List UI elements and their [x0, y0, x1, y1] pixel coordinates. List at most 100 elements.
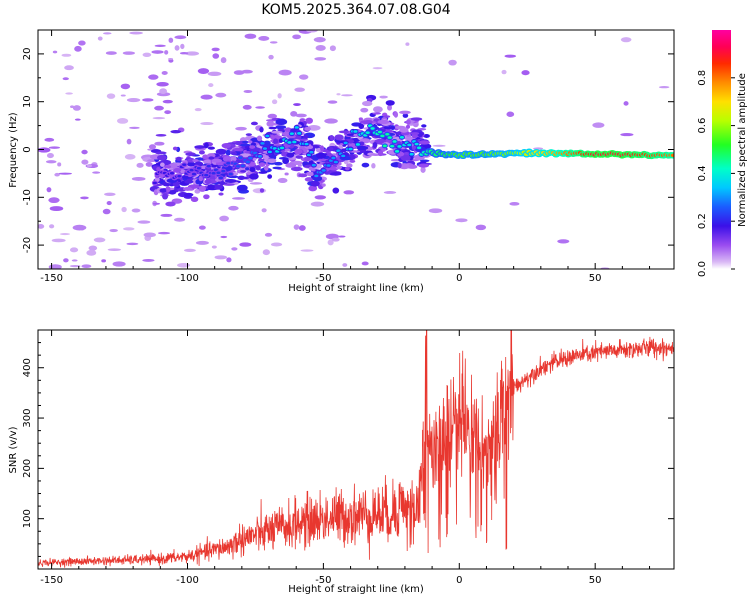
noise-blob: [232, 197, 245, 200]
noise-blob: [342, 263, 348, 267]
noise-blob: [179, 52, 189, 55]
noise-blob: [270, 242, 283, 247]
ridge-band-blob: [295, 155, 303, 159]
ridge-core: [204, 173, 209, 177]
ridge-band-blob: [402, 113, 409, 118]
noise-blob: [120, 83, 131, 90]
noise-blob: [88, 245, 98, 251]
noise-blob: [124, 154, 136, 160]
ridge-band-blob: [417, 163, 430, 168]
noise-blob: [101, 259, 107, 263]
noise-blob: [264, 232, 273, 237]
noise-blob: [126, 97, 141, 103]
ridge-band-blob: [308, 166, 314, 171]
noise-blob: [123, 227, 135, 231]
ridge-band-blob: [222, 156, 232, 162]
ridge-band-blob: [207, 146, 215, 150]
ridge-band-blob: [328, 146, 334, 151]
ridge-core: [216, 171, 221, 175]
noise-blob: [277, 93, 282, 99]
snr-x-tick-label: -100: [176, 575, 199, 586]
ridge-core: [365, 131, 370, 134]
colorbar-tick-label: 0.8: [697, 70, 708, 86]
noise-blob: [160, 213, 173, 217]
noise-blob: [152, 117, 166, 120]
noise-blob: [142, 98, 154, 102]
heatmap-y-tick-label: -10: [22, 189, 33, 205]
noise-blob: [180, 43, 185, 50]
ridge-core: [152, 181, 157, 185]
colorbar-tick-label: 0.0: [697, 261, 708, 277]
ridge-band-blob: [272, 166, 282, 170]
noise-blob: [142, 258, 155, 262]
ridge-core: [355, 143, 361, 146]
ridge-band-blob: [162, 193, 169, 200]
noise-blob: [122, 51, 135, 55]
ridge-band-blob: [338, 130, 350, 134]
ridge-band-blob: [157, 154, 167, 161]
ridge-band-blob: [277, 128, 286, 132]
ridge-band-blob: [190, 196, 199, 203]
ridge-band-blob: [182, 187, 193, 191]
noise-blob: [148, 74, 159, 80]
noise-blob: [126, 138, 132, 145]
noise-blob: [269, 41, 278, 44]
noise-blob: [106, 201, 112, 206]
noise-blob: [327, 100, 338, 104]
noise-blob: [142, 52, 152, 57]
ridge-band-blob: [242, 140, 250, 144]
ridge-core: [292, 140, 297, 144]
noise-blob: [121, 206, 127, 213]
snr-y-tick-label: 400: [22, 358, 33, 377]
snr-y-tick-label: 100: [22, 509, 33, 528]
noise-blob: [243, 89, 253, 93]
noise-blob: [58, 172, 73, 175]
noise-blob: [219, 215, 229, 222]
noise-blob: [93, 237, 106, 243]
noise-blob: [327, 239, 334, 246]
ridge-band-blob: [275, 118, 288, 126]
ridge-band-blob: [294, 148, 303, 155]
ridge-core: [333, 160, 338, 164]
noise-blob: [81, 264, 92, 269]
noise-blob: [131, 208, 141, 213]
ridge-band-blob: [212, 184, 223, 190]
noise-blob: [86, 164, 92, 168]
ridge-band-blob: [299, 118, 305, 122]
noise-blob: [49, 206, 64, 212]
noise-blob: [152, 202, 161, 205]
noise-blob: [46, 152, 54, 159]
noise-blob: [292, 34, 302, 40]
ridge-band-blob: [275, 125, 287, 130]
noise-blob: [336, 93, 341, 96]
noise-blob: [620, 37, 632, 43]
ridge-band-blob: [399, 110, 411, 115]
ridge-band-blob: [293, 103, 301, 106]
ridge-band-blob: [383, 126, 396, 130]
ridge-core: [238, 156, 243, 160]
ridge-core: [343, 141, 348, 145]
ridge-core: [387, 136, 392, 139]
ridge-band-blob: [361, 100, 373, 107]
noise-blob: [86, 249, 97, 256]
noise-blob: [69, 264, 81, 268]
noise-blob: [78, 40, 86, 46]
colorbar-tick-label: 0.6: [697, 118, 708, 134]
noise-blob: [137, 220, 151, 224]
ridge-band-blob: [267, 174, 273, 179]
ridge-core: [397, 145, 402, 148]
chart-title: KOM5.2025.364.07.08.G04: [261, 2, 450, 18]
ridge-band-blob: [198, 185, 207, 192]
heatmap-x-tick-label: -50: [315, 273, 331, 284]
ridge-band-blob: [192, 159, 199, 163]
ridge-band-blob: [421, 124, 427, 128]
noise-blob: [54, 172, 60, 177]
noise-blob: [74, 45, 82, 52]
ridge-band-blob: [304, 126, 312, 131]
ridge-core: [392, 140, 397, 143]
noise-blob: [331, 237, 340, 242]
ridge-band-blob: [420, 166, 426, 173]
noise-blob: [162, 99, 173, 104]
noise-blob: [104, 192, 116, 197]
